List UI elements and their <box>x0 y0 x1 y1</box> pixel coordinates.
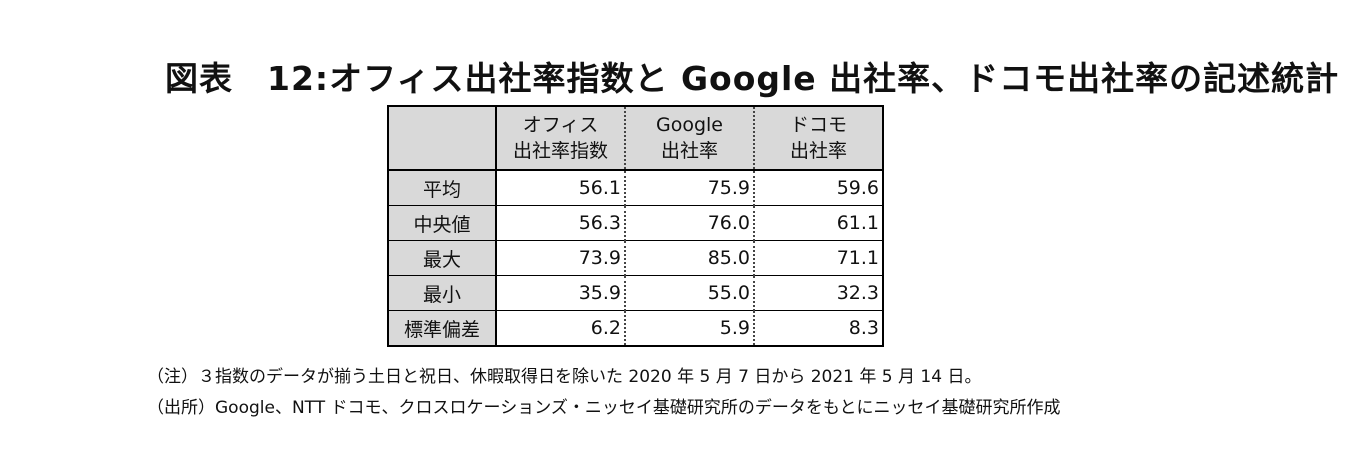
table-cell: 56.3 <box>496 205 626 241</box>
table-cell: 76.0 <box>625 205 755 241</box>
table-cell: 71.1 <box>754 240 884 276</box>
column-header-docomo: ドコモ 出社率 <box>754 105 884 171</box>
table-cell: 8.3 <box>754 310 884 347</box>
table-cell: 5.9 <box>625 310 755 347</box>
table-cell: 32.3 <box>754 275 884 311</box>
table-row: 最大 73.9 85.0 71.1 <box>387 240 884 276</box>
column-header-line: オフィス <box>522 114 599 136</box>
row-label: 標準偏差 <box>387 310 497 347</box>
row-label: 最小 <box>387 275 497 311</box>
column-header-line: 出社率 <box>789 140 847 162</box>
table-header-row: オフィス 出社率指数 Google 出社率 ドコモ 出社率 <box>387 105 884 171</box>
table-cell: 59.6 <box>754 170 884 206</box>
column-header-line: 出社率指数 <box>512 140 608 162</box>
table-cell: 6.2 <box>496 310 626 347</box>
table-row: 標準偏差 6.2 5.9 8.3 <box>387 310 884 347</box>
table-cell: 75.9 <box>625 170 755 206</box>
table-cell: 85.0 <box>625 240 755 276</box>
table-cell: 35.9 <box>496 275 626 311</box>
column-header-line: 出社率 <box>660 140 718 162</box>
table-row: 平均 56.1 75.9 59.6 <box>387 170 884 206</box>
column-header-office: オフィス 出社率指数 <box>496 105 626 171</box>
footnote: （注）３指数のデータが揃う土日と祝日、休暇取得日を除いた 2020 年 5 月 … <box>147 367 982 387</box>
source-note: （出所）Google、NTT ドコモ、クロスロケーションズ・ニッセイ基礎研究所の… <box>147 398 1061 418</box>
column-header-google: Google 出社率 <box>625 105 755 171</box>
row-label: 最大 <box>387 240 497 276</box>
column-header-line: ドコモ <box>789 114 847 136</box>
table-row: 最小 35.9 55.0 32.3 <box>387 275 884 311</box>
table-cell: 56.1 <box>496 170 626 206</box>
header-corner <box>387 105 497 171</box>
descriptive-stats-table: オフィス 出社率指数 Google 出社率 ドコモ 出社率 平均 56.1 75… <box>387 105 884 347</box>
table-row: 中央値 56.3 76.0 61.1 <box>387 205 884 241</box>
table-cell: 61.1 <box>754 205 884 241</box>
row-label: 中央値 <box>387 205 497 241</box>
table-cell: 73.9 <box>496 240 626 276</box>
table-cell: 55.0 <box>625 275 755 311</box>
row-label: 平均 <box>387 170 497 206</box>
column-header-line: Google <box>655 114 723 136</box>
figure-title: 図表 12:オフィス出社率指数と Google 出社率、ドコモ出社率の記述統計 <box>165 59 1340 98</box>
